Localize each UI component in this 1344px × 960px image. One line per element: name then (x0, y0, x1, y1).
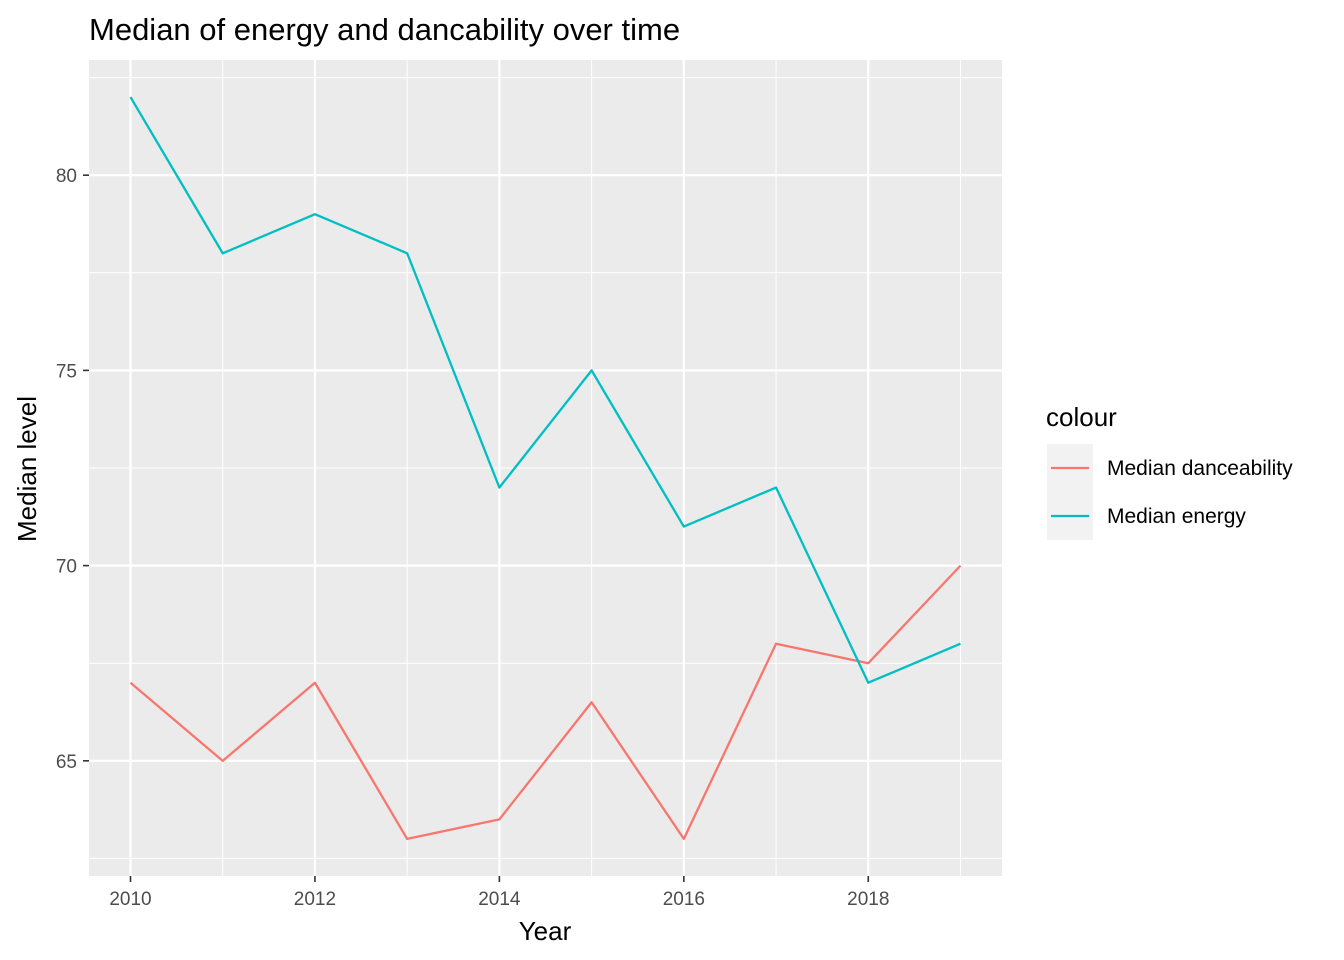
x-tick-label: 2016 (663, 889, 705, 910)
minor-gridlines (89, 60, 1002, 876)
x-tick-label: 2014 (478, 889, 521, 910)
legend: colour Median danceability Median energy (1046, 402, 1293, 540)
x-tick-label: 2012 (294, 889, 336, 910)
legend-title: colour (1046, 402, 1117, 432)
x-axis-title: Year (519, 916, 572, 946)
chart-title: Median of energy and dancability over ti… (89, 12, 680, 47)
series-line-danceability (129, 564, 962, 841)
y-tick-label: 65 (56, 752, 77, 773)
x-tick-label: 2010 (109, 889, 151, 910)
legend-label-1: Median energy (1107, 505, 1246, 528)
x-tick-label: 2018 (847, 889, 889, 910)
y-axis-title: Median level (12, 396, 42, 542)
y-axis: 65 70 75 80 (56, 166, 89, 773)
legend-label-0: Median danceability (1107, 457, 1293, 480)
y-tick-label: 70 (56, 557, 77, 578)
x-axis: 2010 2012 2014 2016 2018 (109, 876, 889, 910)
major-gridlines (89, 60, 1002, 876)
y-tick-label: 80 (56, 166, 77, 187)
series-line-energy (129, 96, 961, 684)
series-lines (129, 96, 962, 841)
y-tick-label: 75 (56, 361, 77, 382)
